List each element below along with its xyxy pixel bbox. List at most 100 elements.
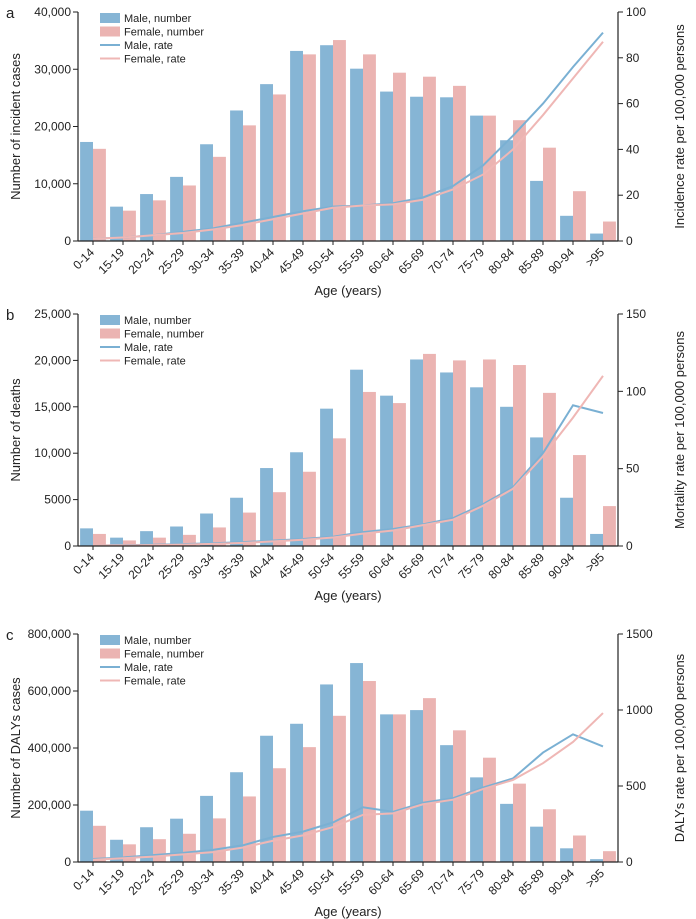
x-tick-label: 0-14 [70,550,97,577]
legend-label: Female, rate [124,54,186,66]
legend-swatch-male-bar [100,315,120,325]
y-tick-label: 20,000 [34,120,71,134]
x-tick-label: 70-74 [426,550,458,582]
y2-tick-label: 150 [626,307,646,321]
bar-female-25-29 [183,833,196,862]
bar-female->95 [603,506,616,546]
y2-tick-label: 0 [626,234,633,248]
bar-male-90-94 [560,215,573,241]
bar-female-50-54 [333,715,346,862]
bar-female-70-74 [453,360,466,546]
x-tick-label: >95 [583,866,608,891]
x-tick-label: 80-84 [486,245,518,277]
bar-female-35-39 [243,512,256,546]
x-tick-label: 30-34 [186,550,218,582]
bar-female-85-89 [543,147,556,241]
legend-swatch-female-bar [100,328,120,339]
y-tick-label: 0 [64,539,71,553]
x-tick-label: 85-89 [516,550,548,582]
bar-female-15-19 [123,540,136,546]
y2-tick-label: 100 [626,5,646,19]
bar-female-25-29 [183,534,196,546]
bar-male-85-89 [530,826,543,862]
bar-male-20-24 [140,531,153,546]
bar-female-75-79 [483,115,496,241]
bar-male-80-84 [500,803,513,862]
legend-label: Female, number [124,27,204,39]
bar-female-15-19 [123,210,136,241]
bar-female-65-69 [423,698,436,863]
bar-male-30-34 [200,513,213,546]
bar-male-40-44 [260,468,273,546]
x-tick-label: 70-74 [426,245,458,277]
bar-male-20-24 [140,827,153,862]
legend-label: Female, number [124,329,204,341]
x-tick-label: 40-44 [246,245,278,277]
bar-male-35-39 [230,110,243,241]
bar-female-85-89 [543,809,556,862]
bar-male-40-44 [260,735,273,862]
y-tick-label: 10,000 [34,446,71,460]
x-tick-label: 15-19 [96,245,128,277]
x-tick-label: 50-54 [306,866,338,898]
bar-male-15-19 [110,537,123,546]
bar-male-70-74 [440,372,453,546]
bar-female-80-84 [513,120,526,241]
x-tick-label: 80-84 [486,866,518,898]
bar-male-50-54 [320,684,333,862]
x-tick-label: 70-74 [426,866,458,898]
bar-male-65-69 [410,96,423,241]
bar-female-50-54 [333,438,346,546]
bar-male-85-89 [530,437,543,546]
panel-letter: b [6,307,14,324]
x-tick-label: 15-19 [96,550,128,582]
bar-female-80-84 [513,783,526,863]
x-tick-label: 35-39 [216,866,248,898]
y-tick-label: 40,000 [34,5,71,19]
x-tick-label: >95 [583,245,608,270]
y2-tick-label: 40 [626,142,640,156]
legend-label: Male, rate [124,662,173,674]
x-tick-label: 85-89 [516,866,548,898]
bar-male-25-29 [170,176,183,241]
bar-male-20-24 [140,194,153,241]
y2-tick-label: 500 [626,779,646,793]
y2-tick-label: 60 [626,97,640,111]
bar-male-75-79 [470,777,483,862]
x-axis-label: Age (years) [314,283,381,298]
y-tick-label: 30,000 [34,62,71,76]
x-tick-label: 75-79 [456,550,488,582]
y-tick-label: 0 [64,234,71,248]
bar-female-40-44 [273,768,286,862]
bar-female-45-49 [303,747,316,862]
bar-female-45-49 [303,54,316,242]
bar-female-0-14 [93,533,106,546]
x-tick-label: 75-79 [456,866,488,898]
bar-male-25-29 [170,818,183,862]
x-tick-label: 60-64 [366,550,398,582]
bar-male-45-49 [290,452,303,546]
x-tick-label: 35-39 [216,550,248,582]
bar-male-15-19 [110,206,123,241]
legend-swatch-female-bar [100,648,120,659]
bar-male->95 [590,533,603,546]
bar-female-55-59 [363,54,376,242]
x-tick-label: 50-54 [306,245,338,277]
bar-female-25-29 [183,185,196,241]
y2-tick-label: 1000 [626,703,653,717]
y-tick-label: 400,000 [28,741,72,755]
bar-female-35-39 [243,125,256,241]
legend-label: Male, number [124,315,192,327]
chart-panel-a: a 0 10,000 20,000 30,000 40,000 0 20 40 60 80 100 0-… [6,5,687,298]
bar-male-75-79 [470,387,483,546]
bar-female-60-64 [393,403,406,546]
x-tick-label: 20-24 [126,550,158,582]
line-male-rate [92,733,604,860]
bar-female-50-54 [333,40,346,241]
bar-male-80-84 [500,140,513,241]
y-tick-label: 0 [64,855,71,869]
bar-female-0-14 [93,825,106,862]
x-tick-label: 65-69 [396,866,428,898]
